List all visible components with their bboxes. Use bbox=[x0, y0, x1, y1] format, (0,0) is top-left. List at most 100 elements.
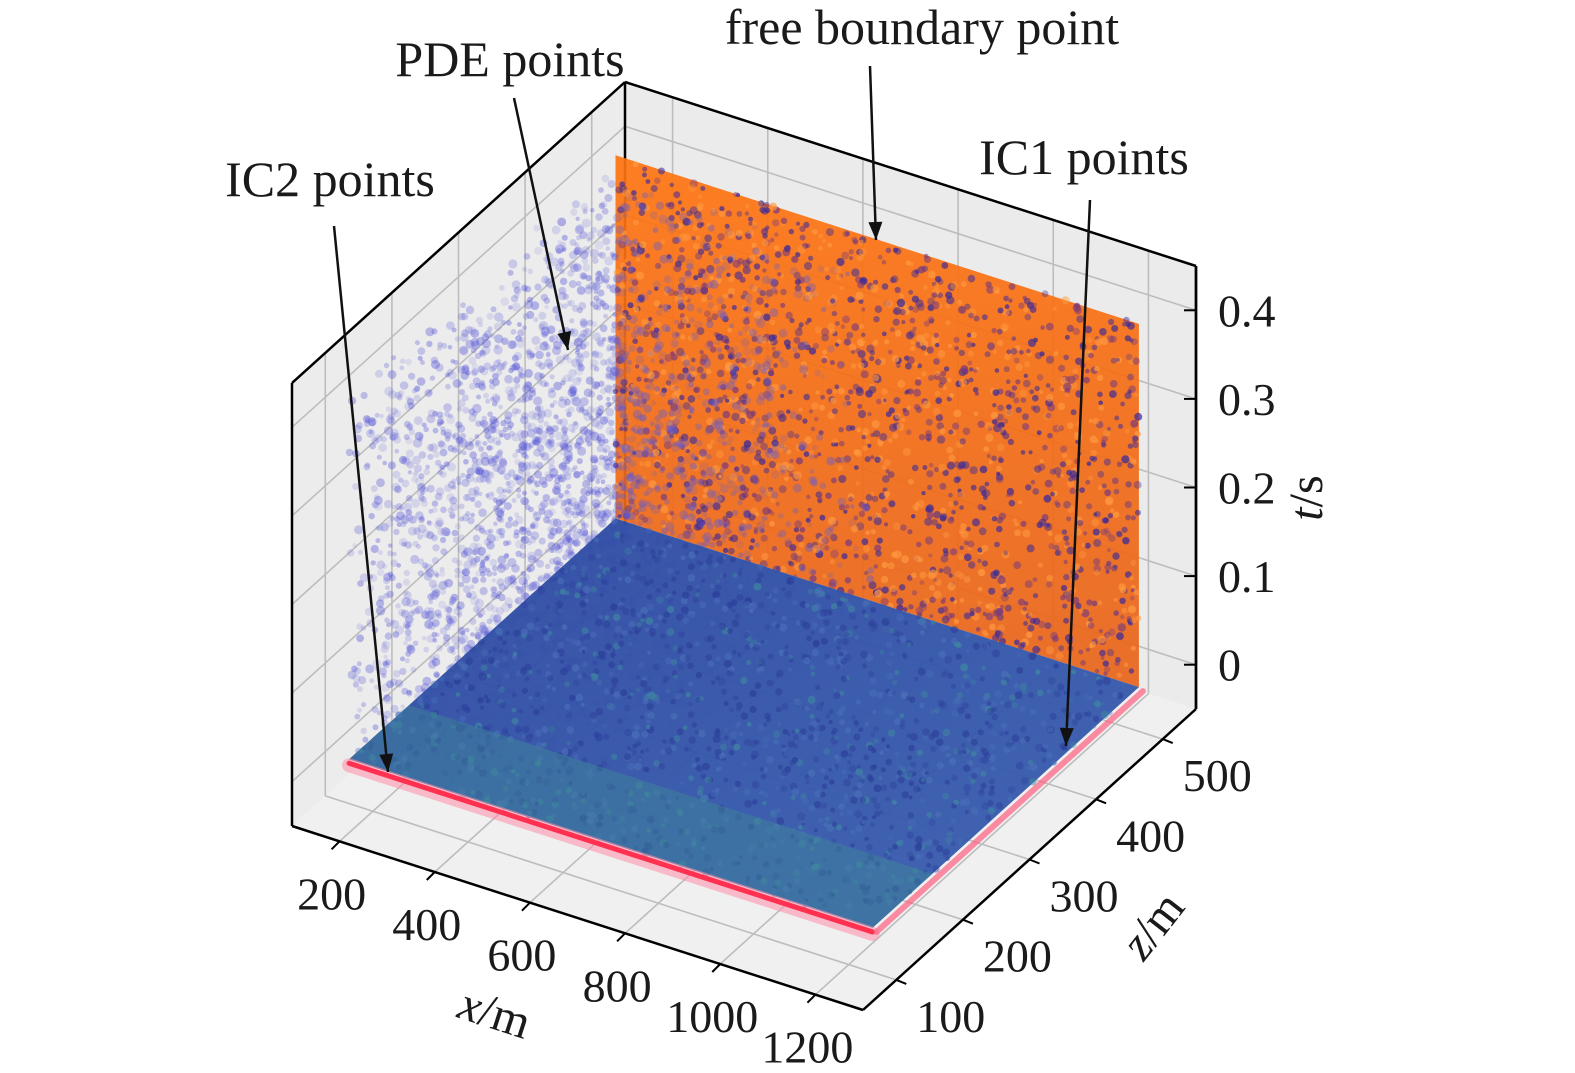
pde-point bbox=[622, 203, 631, 213]
pde-point bbox=[380, 522, 389, 532]
pde-point bbox=[426, 443, 435, 452]
pde-point bbox=[478, 565, 487, 574]
free-boundary-point-mark bbox=[1063, 559, 1068, 565]
free-boundary-point-mark bbox=[742, 266, 751, 275]
pde-point bbox=[427, 409, 436, 418]
ic1-point bbox=[602, 620, 611, 629]
free-boundary-point-mark bbox=[754, 275, 760, 281]
free-boundary-point-mark bbox=[847, 588, 855, 596]
pde-point bbox=[428, 660, 437, 669]
free-boundary-point-mark bbox=[645, 179, 651, 184]
free-boundary-point-mark bbox=[826, 388, 833, 395]
free-boundary-point-mark bbox=[1079, 609, 1084, 614]
free-boundary-point-mark bbox=[819, 514, 826, 521]
ic1-point bbox=[980, 770, 987, 777]
pde-point bbox=[605, 407, 615, 417]
free-boundary-point-mark bbox=[1090, 449, 1097, 457]
free-boundary-point-mark bbox=[846, 331, 854, 339]
free-boundary-point-mark bbox=[613, 269, 622, 277]
free-boundary-point-mark bbox=[747, 359, 756, 367]
free-boundary-point-mark bbox=[1123, 662, 1129, 668]
free-boundary-point-mark bbox=[788, 561, 795, 567]
pde-point bbox=[408, 372, 416, 380]
pde-point bbox=[420, 360, 425, 365]
pde-point bbox=[792, 483, 802, 493]
pde-point bbox=[595, 412, 602, 419]
pde-point bbox=[714, 420, 724, 430]
free-boundary-point-mark bbox=[873, 279, 879, 285]
pde-point bbox=[582, 327, 593, 338]
free-boundary-point-mark bbox=[1039, 390, 1044, 394]
pde-point bbox=[474, 626, 480, 632]
pde-point bbox=[597, 509, 607, 518]
pde-point bbox=[687, 513, 696, 522]
free-boundary-point-mark bbox=[1132, 439, 1137, 444]
free-boundary-point-mark bbox=[741, 399, 747, 406]
free-boundary-point-mark bbox=[804, 436, 812, 445]
pde-point bbox=[534, 480, 542, 488]
pde-point bbox=[651, 439, 658, 446]
pde-point bbox=[470, 497, 476, 502]
pde-point bbox=[419, 485, 425, 491]
pde-point bbox=[778, 328, 788, 338]
free-boundary-point-mark bbox=[829, 559, 835, 565]
pde-point bbox=[481, 415, 487, 421]
pde-point bbox=[397, 390, 405, 397]
pde-point bbox=[581, 257, 589, 265]
pde-point bbox=[511, 280, 521, 289]
pde-point bbox=[479, 624, 488, 634]
free-boundary-point-mark bbox=[858, 239, 864, 245]
pde-point bbox=[526, 348, 533, 354]
ic1-point bbox=[824, 775, 829, 781]
free-boundary-point-mark bbox=[723, 528, 731, 535]
pde-point bbox=[626, 473, 636, 482]
ic1-point bbox=[645, 617, 654, 625]
free-boundary-point-mark bbox=[670, 384, 677, 391]
pde-point bbox=[534, 372, 543, 381]
pde-point bbox=[463, 459, 469, 465]
pde-point bbox=[494, 428, 500, 434]
pde-point bbox=[749, 284, 755, 290]
free-boundary-point-mark bbox=[882, 475, 890, 483]
ic1-point bbox=[862, 600, 869, 607]
free-boundary-point-mark bbox=[1097, 391, 1103, 398]
ic1-point bbox=[687, 711, 695, 718]
pde-point bbox=[474, 434, 480, 439]
pde-point bbox=[567, 376, 574, 382]
ic1-point bbox=[742, 762, 747, 767]
free-boundary-point-mark bbox=[962, 427, 971, 435]
pde-point bbox=[649, 211, 659, 220]
pde-point bbox=[403, 640, 408, 646]
pde-point bbox=[471, 363, 478, 370]
ic1-point bbox=[611, 753, 618, 760]
free-boundary-point-mark bbox=[634, 252, 639, 258]
pde-point bbox=[504, 553, 509, 558]
pde-point bbox=[384, 659, 392, 666]
free-boundary-point-mark bbox=[949, 393, 954, 398]
free-boundary-point-mark bbox=[983, 446, 990, 452]
free-boundary-point-mark bbox=[1075, 602, 1082, 610]
pde-point bbox=[548, 444, 556, 453]
pde-point bbox=[608, 336, 616, 344]
pde-point bbox=[384, 386, 394, 396]
ic1-point bbox=[794, 728, 800, 734]
pde-point bbox=[591, 350, 600, 359]
free-boundary-point-mark bbox=[616, 326, 622, 331]
ic1-point bbox=[807, 695, 816, 704]
pde-point bbox=[423, 572, 433, 581]
pde-point bbox=[740, 338, 750, 347]
pde-point bbox=[581, 523, 586, 529]
ic1-point bbox=[705, 654, 713, 661]
free-boundary-point-mark bbox=[1054, 500, 1060, 506]
pde-point bbox=[586, 412, 592, 417]
free-boundary-point-mark bbox=[615, 186, 623, 194]
free-boundary-point-mark bbox=[693, 275, 699, 281]
ic1-point bbox=[709, 620, 716, 626]
free-boundary-point-mark bbox=[881, 507, 888, 514]
free-boundary-point-mark bbox=[648, 316, 653, 322]
pde-point bbox=[779, 384, 787, 391]
pde-point bbox=[450, 650, 456, 655]
ic1-point bbox=[626, 745, 632, 751]
free-boundary-point-mark bbox=[1057, 402, 1066, 411]
free-boundary-point-mark bbox=[768, 334, 776, 342]
